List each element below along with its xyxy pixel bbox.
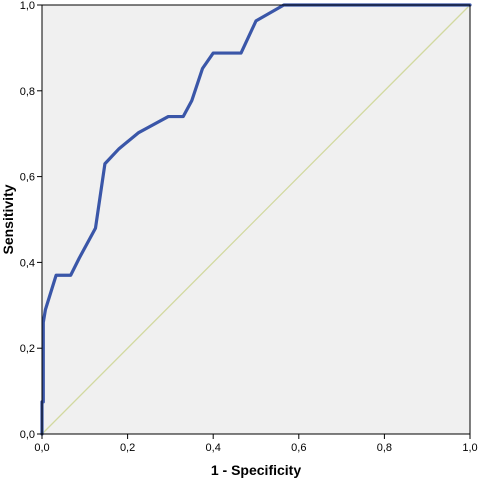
y-tick-label: 0,4: [20, 257, 35, 269]
x-tick-label: 1,0: [462, 442, 477, 454]
y-tick-label: 0,0: [20, 429, 35, 441]
axes-layer: [41, 4, 471, 435]
y-axis-title: Sensitivity: [0, 184, 16, 254]
y-tick-label: 0,2: [20, 343, 35, 355]
x-tick-label: 0,0: [34, 442, 49, 454]
x-tick-label: 0,6: [291, 442, 306, 454]
y-tick-label: 0,8: [20, 86, 35, 98]
y-tick-label: 1,0: [20, 0, 35, 12]
x-tick-label: 0,4: [206, 442, 221, 454]
roc-curve-line: [40, 3, 472, 436]
x-tick-label: 0,8: [377, 442, 392, 454]
x-axis-title: 1 - Specificity: [211, 462, 301, 478]
reference-diagonal-line: [41, 4, 471, 435]
y-tick-label: 0,6: [20, 172, 35, 184]
ticks-layer: 0,0 0,2 0,4 0,6 0,8 1,0 0,0 0,2 0,4 0,6 0,8 1,0: [20, 0, 478, 454]
series-layer: [40, 3, 472, 436]
x-tick-label: 0,2: [120, 442, 135, 454]
